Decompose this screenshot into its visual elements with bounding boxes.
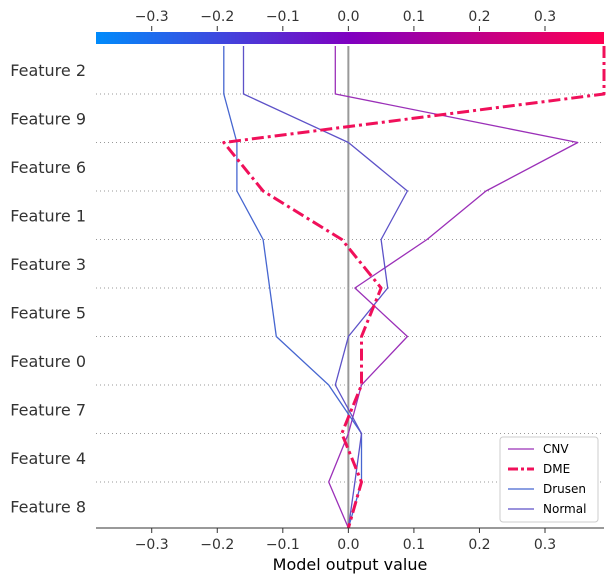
feature-label: Feature 1 xyxy=(10,207,86,226)
bottom-tick-label: 0.0 xyxy=(337,537,359,553)
legend-label: CNV xyxy=(543,442,569,456)
bottom-tick-label: 0.1 xyxy=(403,537,425,553)
series-line-drusen xyxy=(223,46,363,529)
feature-label: Feature 3 xyxy=(10,255,86,274)
bottom-axis: −0.3 −0.2 −0.1 0.0 0.1 0.2 0.3 xyxy=(135,528,556,553)
feature-label: Feature 2 xyxy=(10,61,86,80)
top-tick-label: 0.3 xyxy=(534,9,556,25)
colorbar xyxy=(96,32,604,44)
feature-gridlines xyxy=(96,93,604,483)
top-tick-label: −0.3 xyxy=(135,9,169,25)
feature-label: Feature 5 xyxy=(10,304,86,323)
series-lines xyxy=(222,46,606,529)
bottom-tick-label: −0.3 xyxy=(135,537,169,553)
feature-label: Feature 4 xyxy=(10,449,86,468)
top-tick-label: 0.0 xyxy=(337,9,359,25)
feature-label: Feature 0 xyxy=(10,352,86,371)
bottom-tick-label: 0.3 xyxy=(534,537,556,553)
top-tick-label: 0.1 xyxy=(403,9,425,25)
series-line-cnv xyxy=(328,46,579,529)
series-line-normal xyxy=(242,46,409,529)
legend: CNV DME Drusen Normal xyxy=(499,436,599,523)
bottom-tick-label: −0.1 xyxy=(266,537,300,553)
top-tick-label: −0.2 xyxy=(200,9,234,25)
legend-label: DME xyxy=(543,462,570,476)
feature-labels: Feature 2 Feature 9 Feature 6 Feature 1 Feat… xyxy=(10,61,86,517)
feature-label: Feature 7 xyxy=(10,401,86,420)
legend-label: Normal xyxy=(543,502,586,516)
feature-label: Feature 6 xyxy=(10,158,86,177)
top-tick-label: −0.1 xyxy=(266,9,300,25)
legend-label: Drusen xyxy=(543,482,586,496)
feature-label: Feature 9 xyxy=(10,110,86,129)
top-tick-label: 0.2 xyxy=(468,9,490,25)
legend-frame xyxy=(499,436,599,523)
bottom-tick-label: −0.2 xyxy=(200,537,234,553)
bottom-tick-label: 0.2 xyxy=(468,537,490,553)
series-line-dme xyxy=(222,46,606,529)
x-axis-title: Model output value xyxy=(273,555,428,574)
top-axis: −0.3 −0.2 −0.1 0.0 0.1 0.2 0.3 xyxy=(135,9,556,31)
feature-label: Feature 8 xyxy=(10,498,86,517)
